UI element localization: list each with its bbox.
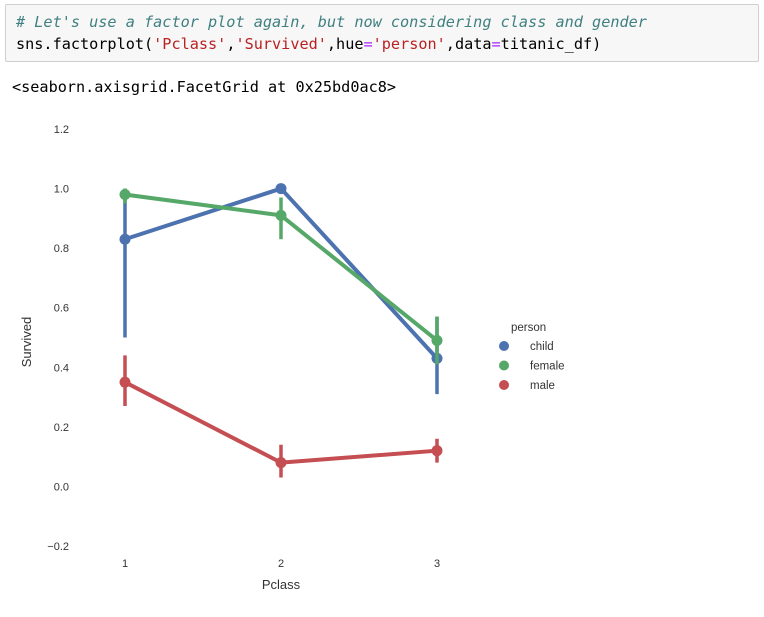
x-axis-label: Pclass <box>262 577 301 592</box>
y-tick-label: −0.2 <box>47 541 69 553</box>
code-cell[interactable]: # Let's use a factor plot again, but now… <box>5 4 759 62</box>
series-male <box>119 355 443 478</box>
legend-marker-child <box>499 341 509 351</box>
data-point-male <box>431 445 443 457</box>
y-tick-labels: −0.2 0.0 0.2 0.4 0.6 0.8 1.0 1.2 <box>47 124 69 553</box>
data-point-female <box>275 209 287 221</box>
y-tick-label: 1.0 <box>54 184 69 196</box>
y-axis-label: Survived <box>19 317 34 368</box>
legend-title: person <box>511 322 546 334</box>
series-child <box>119 183 443 395</box>
y-tick-label: 1.2 <box>54 124 69 136</box>
cell-output-repr: <seaborn.axisgrid.FacetGrid at 0x25bd0ac… <box>12 78 397 96</box>
y-tick-label: 0.6 <box>54 303 69 315</box>
legend-marker-male <box>499 380 509 390</box>
x-tick-labels: 1 2 3 <box>122 558 440 570</box>
x-tick-label: 3 <box>434 558 440 570</box>
data-point-female <box>119 189 131 201</box>
x-tick-label: 2 <box>278 558 284 570</box>
data-point-child <box>119 233 131 245</box>
legend-label-male: male <box>530 380 555 392</box>
data-point-child <box>275 183 287 195</box>
factor-plot: −0.2 0.0 0.2 0.4 0.6 0.8 1.0 1.2 1 2 3 Survived P… <box>19 124 565 592</box>
y-tick-label: 0.8 <box>54 243 69 255</box>
legend-label-female: female <box>530 361 565 373</box>
data-point-male <box>275 457 287 469</box>
legend: person child female male <box>499 322 565 392</box>
y-tick-label: 0.2 <box>54 422 69 434</box>
legend-label-child: child <box>530 341 554 353</box>
y-tick-label: 0.0 <box>54 481 69 493</box>
legend-marker-female <box>499 360 509 371</box>
series-female <box>119 188 443 365</box>
data-point-female <box>431 334 443 346</box>
code-line-call: sns.factorplot('Pclass','Survived',hue='… <box>16 35 602 53</box>
data-point-male <box>119 376 131 388</box>
series-layer <box>119 183 443 478</box>
x-tick-label: 1 <box>122 558 128 570</box>
code-comment: # Let's use a factor plot again, but now… <box>16 13 647 31</box>
y-tick-label: 0.4 <box>54 362 69 374</box>
